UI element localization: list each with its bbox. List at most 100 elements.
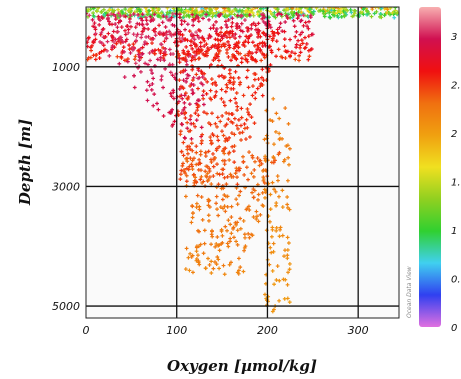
data-point [151, 76, 156, 81]
data-point [189, 82, 194, 86]
data-point [215, 235, 220, 239]
data-point [184, 156, 188, 161]
data-point [189, 162, 194, 167]
data-point [196, 253, 200, 258]
data-point [216, 257, 221, 262]
data-point [127, 20, 132, 24]
data-point [194, 257, 199, 261]
data-point [199, 125, 204, 130]
data-point [285, 16, 290, 21]
data-point [228, 98, 233, 103]
data-point [287, 162, 291, 167]
data-point [282, 254, 286, 259]
data-point [257, 163, 262, 168]
data-point [116, 11, 121, 16]
data-point [274, 129, 278, 134]
data-point [189, 39, 194, 43]
data-point [234, 41, 239, 46]
data-point [245, 59, 250, 64]
data-point [223, 224, 228, 229]
colorbar [419, 7, 441, 327]
data-point [275, 174, 280, 178]
data-point [232, 12, 237, 17]
data-point [369, 14, 374, 19]
data-point [191, 211, 195, 215]
data-point [342, 13, 347, 18]
data-point [211, 152, 215, 156]
data-point [219, 227, 224, 232]
data-point [206, 149, 211, 154]
data-point [251, 21, 256, 26]
data-point [260, 41, 265, 46]
data-point [222, 272, 227, 277]
data-point [257, 28, 262, 33]
data-point [275, 27, 280, 32]
x-tick-label: 100 [166, 324, 187, 337]
data-point [244, 137, 248, 141]
data-point [217, 74, 221, 79]
data-point [287, 267, 292, 272]
x-axis-label: Oxygen [µmol/kg] [167, 357, 317, 375]
data-point [151, 36, 156, 41]
data-point [118, 19, 123, 24]
data-point [202, 38, 207, 43]
data-point [140, 22, 145, 27]
data-point [188, 114, 193, 118]
data-point [232, 160, 237, 165]
data-point [132, 73, 136, 78]
data-point [230, 9, 235, 14]
data-point [306, 26, 311, 31]
data-point [274, 111, 279, 116]
data-point [187, 14, 191, 18]
data-point [207, 263, 212, 267]
data-point [245, 25, 249, 30]
data-point [177, 15, 182, 20]
data-point [152, 92, 157, 97]
data-point [294, 29, 299, 34]
data-point [183, 116, 188, 120]
data-point [348, 7, 353, 12]
data-point [245, 68, 250, 73]
data-point [186, 73, 191, 78]
data-point [232, 80, 236, 84]
data-point [122, 49, 127, 54]
data-point [181, 51, 186, 55]
data-point [194, 49, 199, 54]
data-point [252, 121, 257, 126]
data-point [270, 36, 275, 41]
data-point [298, 50, 303, 55]
data-point [190, 204, 195, 209]
data-point [249, 115, 254, 119]
data-point [132, 57, 137, 62]
data-point [105, 39, 110, 44]
data-point [180, 122, 185, 127]
data-point [258, 212, 263, 217]
data-point [183, 58, 188, 63]
data-point [195, 108, 200, 113]
data-point [209, 242, 213, 247]
data-point [140, 45, 145, 50]
data-point [206, 256, 210, 261]
data-point [180, 96, 185, 101]
data-point [259, 58, 264, 63]
data-point [236, 117, 241, 122]
data-point [219, 87, 224, 92]
data-point [143, 40, 147, 44]
data-point [195, 244, 199, 249]
data-point [97, 23, 102, 27]
data-point [211, 11, 216, 16]
data-point [116, 29, 120, 34]
data-point [238, 226, 243, 231]
data-point [185, 126, 190, 131]
data-point [278, 136, 283, 141]
data-point [156, 7, 160, 11]
data-point [234, 223, 239, 227]
data-point [234, 57, 239, 62]
data-point [192, 172, 196, 177]
data-point [291, 13, 296, 18]
data-point [258, 34, 263, 39]
data-point [309, 11, 314, 15]
data-point [210, 81, 215, 86]
data-point [147, 8, 152, 13]
data-point [200, 9, 204, 14]
